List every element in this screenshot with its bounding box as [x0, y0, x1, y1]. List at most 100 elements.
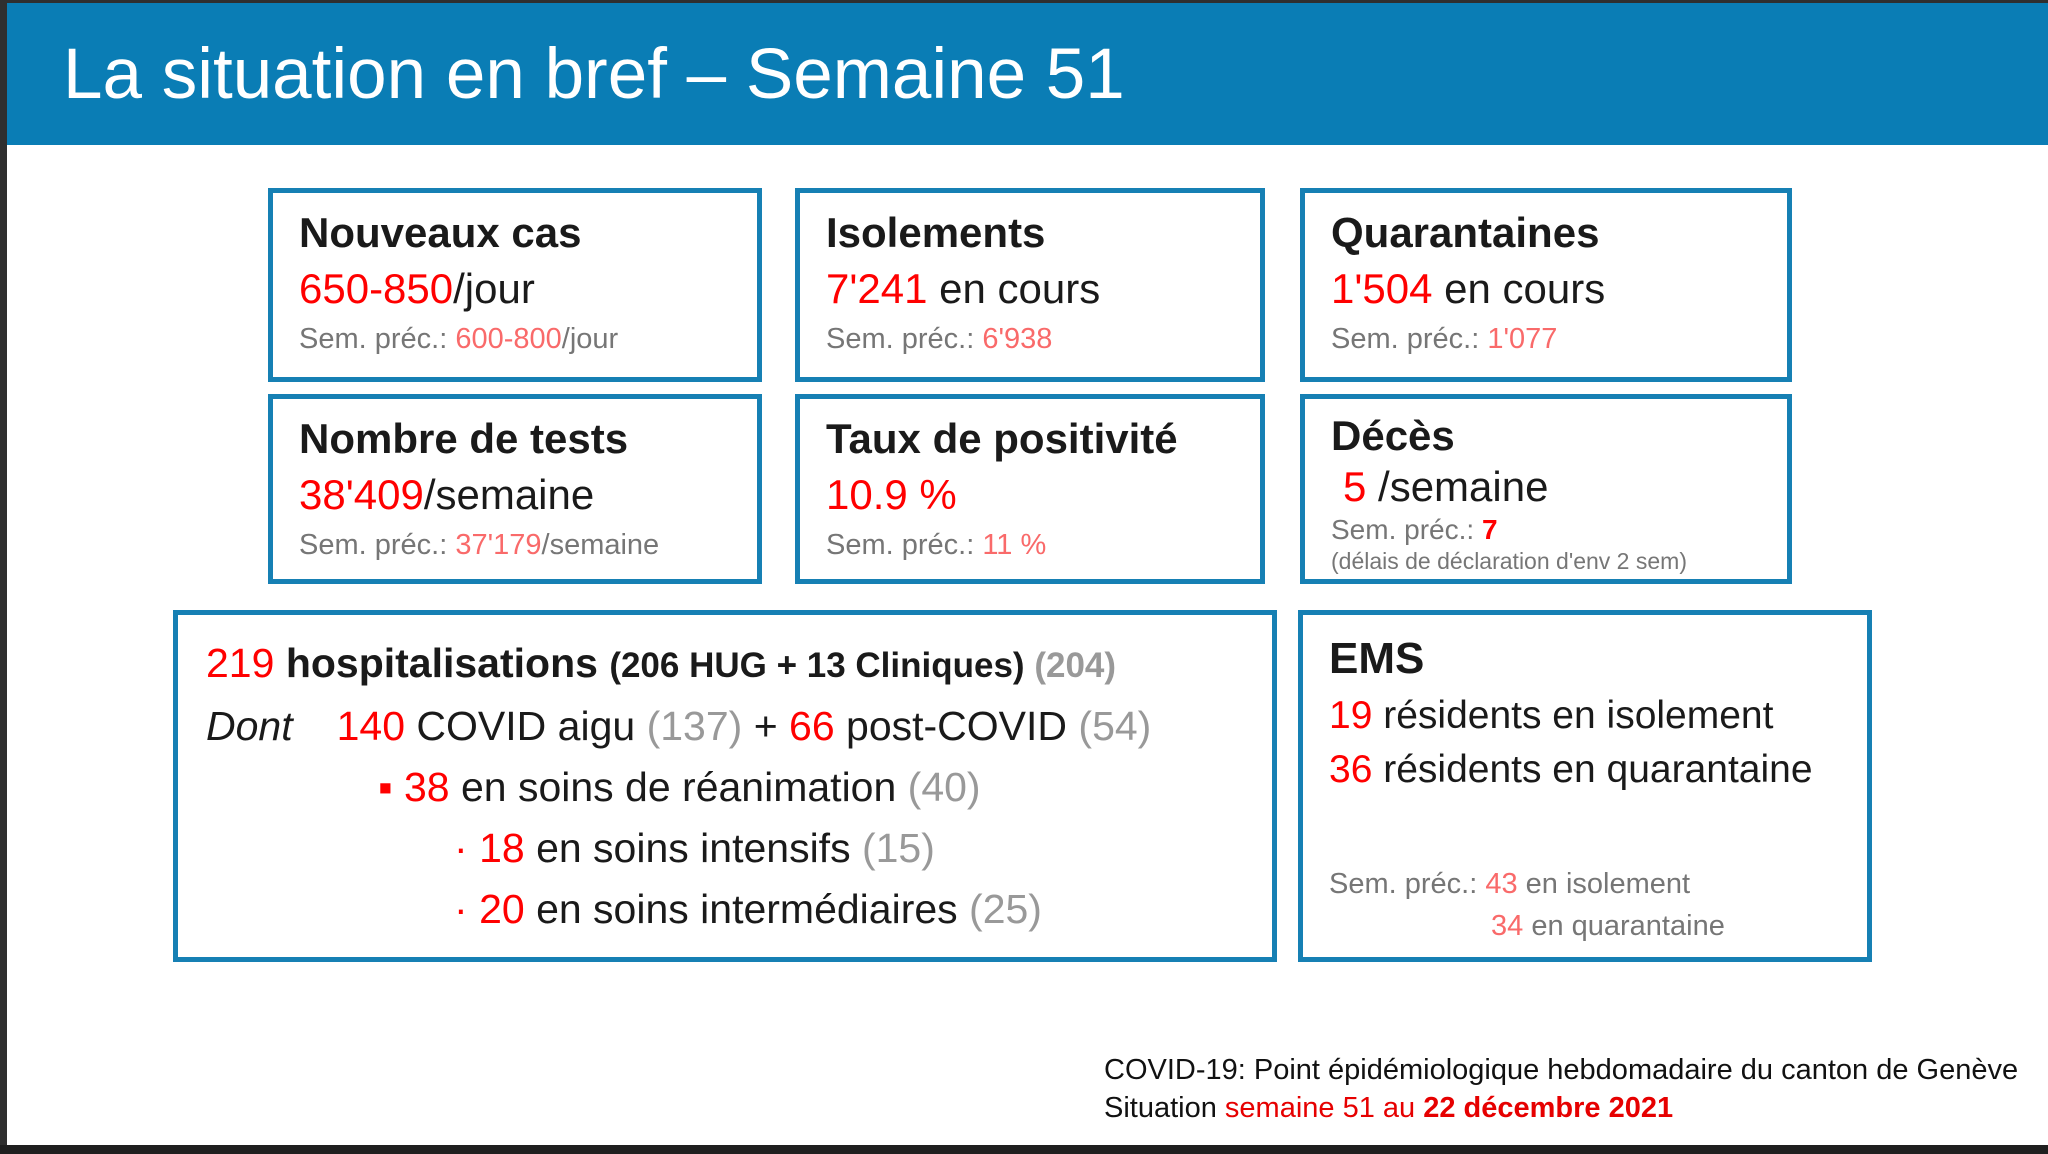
- post-covid-number: 66: [789, 703, 835, 749]
- window-top-edge: [0, 0, 2048, 3]
- card-previous-week: Sem. préc.: 1'077: [1331, 319, 1761, 359]
- card-quarantaines: Quarantaines 1'504 en cours Sem. préc.: …: [1300, 188, 1792, 382]
- ems-prev-quarantaine-row: 34 en quarantaine: [1491, 905, 1841, 947]
- prev-label: Sem. préc.:: [299, 323, 456, 355]
- soins-intensifs-number: 18: [479, 825, 525, 871]
- header-bar: La situation en bref – Semaine 51: [7, 3, 2048, 145]
- reanimation-prev: (40): [907, 764, 981, 810]
- footer-situation-label: Situation: [1104, 1092, 1225, 1124]
- window-bottom-edge: [0, 1145, 2048, 1154]
- reanimation-number: 38: [403, 764, 450, 810]
- card-title: Décès: [1331, 412, 1455, 459]
- ems-quarantaine-label: résidents en quarantaine: [1372, 748, 1813, 791]
- soins-intermediaires-prev: (25): [969, 886, 1042, 932]
- covid-aigu-number: 140: [336, 703, 406, 749]
- square-bullet-icon: ▪: [378, 764, 393, 810]
- card-value-suffix: /semaine: [423, 471, 595, 518]
- ems-isolement-row: 19 résidents en isolement: [1329, 689, 1841, 743]
- hosp-prev-total: (204): [1024, 646, 1117, 685]
- soins-intermediaires-number: 20: [479, 886, 525, 932]
- card-taux-de-positivite: Taux de positivité 10.9 % Sem. préc.: 11…: [795, 394, 1265, 584]
- card-value-number: 10.9 %: [826, 471, 957, 518]
- ems-isolement-label: résidents en isolement: [1372, 694, 1774, 737]
- ems-prev-quarantaine-number: 34: [1491, 910, 1524, 942]
- hospitalisations-box: 219 hospitalisations (206 HUG + 13 Clini…: [173, 610, 1277, 962]
- ems-box: EMS 19 résidents en isolement 36 résiden…: [1298, 610, 1872, 962]
- card-value-suffix: en cours: [1432, 265, 1606, 312]
- soins-intermediaires-line: · 20 en soins intermédiaires (25): [454, 879, 1244, 940]
- prev-label: Sem. préc.:: [826, 529, 983, 561]
- ems-prev-isolement-number: 43: [1485, 868, 1518, 900]
- card-previous-week: Sem. préc.: 11 %: [826, 525, 1234, 565]
- card-value-suffix: en cours: [927, 265, 1101, 312]
- reanimation-label: en soins de réanimation: [449, 764, 908, 810]
- soins-intensifs-prev: (15): [861, 825, 935, 871]
- ems-quarantaine-row: 36 résidents en quarantaine: [1329, 743, 1841, 797]
- prev-label: Sem. préc.:: [826, 323, 983, 355]
- dont-label: Dont: [206, 703, 293, 749]
- card-note: (délais de déclaration d'env 2 sem): [1331, 548, 1687, 574]
- card-deces: Décès 5 /semaine Sem. préc.: 7 (délais d…: [1300, 394, 1792, 584]
- card-nombre-de-tests: Nombre de tests 38'409/semaine Sem. préc…: [268, 394, 762, 584]
- card-value: 38'409/semaine: [299, 467, 731, 523]
- prev-label: Sem. préc.:: [1329, 868, 1486, 900]
- card-value-number: 5: [1343, 463, 1367, 510]
- covid-aigu-prev: (137): [646, 703, 743, 749]
- footer-date: 22 décembre 2021: [1423, 1092, 1674, 1124]
- prev-value: 11 %: [982, 529, 1047, 561]
- card-nouveaux-cas: Nouveaux cas 650-850/jour Sem. préc.: 60…: [268, 188, 762, 382]
- hospitalisations-total-line: 219 hospitalisations (206 HUG + 13 Clini…: [206, 633, 1244, 696]
- hosp-total-label: hospitalisations: [274, 640, 610, 686]
- card-value-suffix: /jour: [453, 265, 535, 312]
- reanimation-line: ▪ 38 en soins de réanimation (40): [378, 757, 1244, 818]
- card-title: Nouveaux cas: [299, 209, 582, 256]
- card-value: 1'504 en cours: [1331, 261, 1761, 317]
- ems-prev-isolement-row: Sem. préc.: 43 en isolement: [1329, 863, 1841, 905]
- prev-suffix: /jour: [561, 323, 619, 355]
- post-covid-label: post-COVID: [834, 703, 1079, 749]
- prev-label: Sem. préc.:: [1331, 514, 1482, 545]
- prev-value: 7: [1481, 514, 1498, 545]
- card-previous-week: Sem. préc.: 37'179/semaine: [299, 525, 731, 565]
- prev-label: Sem. préc.:: [1331, 323, 1488, 355]
- card-value: 650-850/jour: [299, 261, 731, 317]
- card-title: Quarantaines: [1331, 209, 1600, 256]
- card-value-number: 650-850: [299, 265, 454, 312]
- prev-suffix: /semaine: [541, 529, 660, 561]
- card-value: 5 /semaine: [1331, 461, 1761, 513]
- card-value-number: 7'241: [826, 265, 928, 312]
- window-left-edge: [0, 0, 7, 1154]
- ems-isolement-number: 19: [1329, 694, 1373, 737]
- prev-label: Sem. préc.:: [299, 529, 456, 561]
- soins-intermediaires-label: en soins intermédiaires: [524, 886, 970, 932]
- hospitalisations-dont-line: Dont 140 COVID aigu (137) + 66 post-COVID…: [206, 696, 1244, 757]
- card-title: Nombre de tests: [299, 415, 629, 462]
- card-value: 10.9 %: [826, 467, 1234, 523]
- dot-bullet-icon: ·: [454, 886, 468, 932]
- card-isolements: Isolements 7'241 en cours Sem. préc.: 6'…: [795, 188, 1265, 382]
- hosp-breakdown: (206 HUG + 13 Cliniques): [609, 646, 1025, 685]
- footer-line2: Situation semaine 51 au 22 décembre 2021: [1104, 1089, 2018, 1127]
- card-previous-week: Sem. préc.: 6'938: [826, 319, 1234, 359]
- prev-value: 37'179: [455, 529, 542, 561]
- dot-bullet-icon: ·: [454, 825, 468, 871]
- prev-value: 1'077: [1487, 323, 1558, 355]
- card-previous-week: Sem. préc.: 7: [1331, 513, 1761, 547]
- footer-line1: COVID-19: Point épidémiologique hebdomad…: [1104, 1054, 2019, 1086]
- ems-prev-isolement-label: en isolement: [1517, 868, 1691, 900]
- card-value: 7'241 en cours: [826, 261, 1234, 317]
- ems-prev-quarantaine-label: en quarantaine: [1523, 910, 1725, 942]
- post-covid-prev: (54): [1078, 703, 1152, 749]
- plus-sign: +: [742, 703, 790, 749]
- footer-note: COVID-19: Point épidémiologique hebdomad…: [1104, 1051, 2018, 1127]
- card-title: Isolements: [826, 209, 1046, 256]
- covid-aigu-label: COVID aigu: [405, 703, 647, 749]
- footer-week-label: semaine 51 au: [1224, 1092, 1424, 1124]
- prev-value: 600-800: [455, 323, 562, 355]
- page-title: La situation en bref – Semaine 51: [63, 34, 1125, 114]
- card-value-suffix: /semaine: [1366, 463, 1549, 510]
- card-value-number: 1'504: [1331, 265, 1433, 312]
- soins-intensifs-label: en soins intensifs: [524, 825, 862, 871]
- ems-title: EMS: [1329, 634, 1425, 683]
